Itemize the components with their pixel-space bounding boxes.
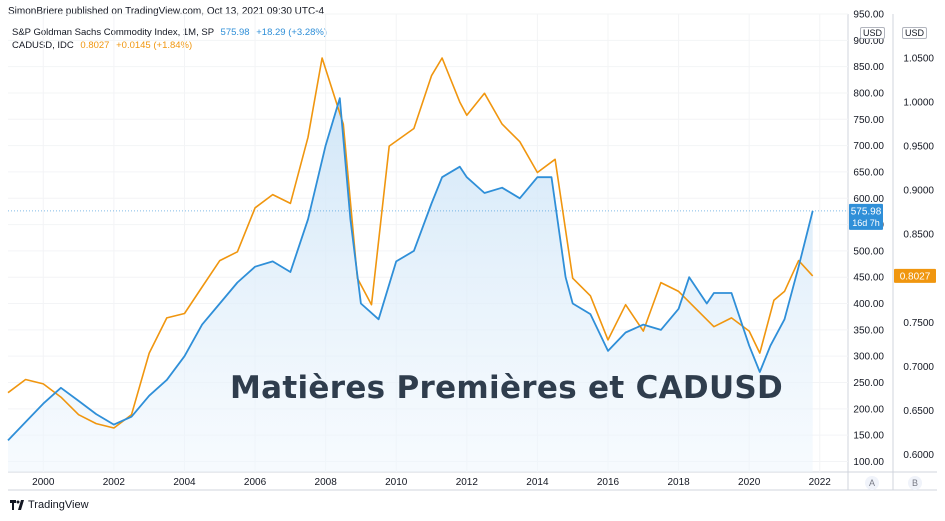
right-axis-tick: 0.6000 <box>903 450 934 461</box>
right-scale-button[interactable]: B <box>908 476 922 490</box>
published-by-text: SimonBriere published on TradingView.com… <box>8 6 325 17</box>
left-axis-unit[interactable]: USD <box>860 27 886 39</box>
legend-gsci-name: S&P Goldman Sachs Commodity Index, 1M, S… <box>12 27 214 38</box>
legend-cadusd-change: +0.0145 (+1.84%) <box>116 40 193 51</box>
right-axis-tick: 0.6500 <box>903 406 934 417</box>
cadusd-price-tag-value: 0.8027 <box>900 271 931 282</box>
time-axis-tick: 2016 <box>597 477 620 488</box>
tradingview-logo-icon <box>10 500 24 510</box>
time-axis-tick: 2022 <box>809 477 832 488</box>
left-axis-tick: 800.00 <box>853 88 884 99</box>
right-axis-unit[interactable]: USD <box>902 27 928 39</box>
tradingview-logo[interactable]: TradingView <box>10 499 89 511</box>
left-axis-tick: 200.00 <box>853 404 884 415</box>
legend-gsci[interactable]: S&P Goldman Sachs Commodity Index, 1M, S… <box>12 27 327 38</box>
right-axis[interactable]: 0.6000 0.6500 0.7000 0.7500 0.8000 0.8500 0.90… <box>903 54 934 461</box>
legend-cadusd[interactable]: CADUSD, IDC 0.8027 +0.0145 (+1.84%) <box>12 40 192 51</box>
gsci-area-fill <box>8 98 813 472</box>
time-axis-tick: 2006 <box>244 477 267 488</box>
left-axis-tick: 400.00 <box>853 299 884 310</box>
left-axis[interactable]: 100.00 150.00 200.00 250.00 300.00 350.00 400.… <box>853 10 884 468</box>
left-axis-tick: 450.00 <box>853 273 884 284</box>
time-axis-tick: 2018 <box>667 477 690 488</box>
right-axis-tick: 0.7000 <box>903 362 934 373</box>
left-axis-tick: 300.00 <box>853 352 884 363</box>
left-axis-tick: 550.00 <box>853 220 884 231</box>
time-axis[interactable]: 2000 2002 2004 2006 2008 2010 2012 2014 2016 2018… <box>32 477 831 488</box>
left-axis-tick: 750.00 <box>853 115 884 126</box>
cadusd-price-tag <box>894 268 936 283</box>
legend-gsci-value: 575.98 <box>220 27 250 38</box>
grid-lines <box>8 13 937 491</box>
left-axis-tick: 600.00 <box>853 194 884 205</box>
left-axis-tick: 500.00 <box>853 246 884 257</box>
gsci-price-tag-countdown: 16d 7h <box>852 218 880 228</box>
auto-scale-button[interactable]: A <box>865 476 879 490</box>
time-axis-tick: 2020 <box>738 477 761 488</box>
right-axis-tick: 0.8500 <box>903 230 934 241</box>
time-axis-tick: 2008 <box>315 477 338 488</box>
time-axis-tick: 2012 <box>456 477 479 488</box>
left-axis-tick: 650.00 <box>853 167 884 178</box>
left-axis-tick: 100.00 <box>853 457 884 468</box>
right-axis-tick: 0.8000 <box>903 274 934 285</box>
overlay-title: Matières Premières et CADUSD <box>230 370 784 406</box>
time-axis-tick: 2002 <box>103 477 126 488</box>
gsci-price-tag-value: 575.98 <box>851 206 882 217</box>
left-axis-tick: 350.00 <box>853 325 884 336</box>
legend-cadusd-name: CADUSD, IDC <box>12 40 74 51</box>
time-axis-tick: 2010 <box>385 477 408 488</box>
left-axis-tick: 850.00 <box>853 62 884 73</box>
gsci-area <box>8 98 813 472</box>
right-axis-tick: 0.9000 <box>903 186 934 197</box>
right-axis-tick: 0.7500 <box>903 318 934 329</box>
left-axis-tick: 950.00 <box>853 10 884 21</box>
tradingview-brand: TradingView <box>28 499 89 511</box>
left-axis-tick: 150.00 <box>853 431 884 442</box>
right-axis-tick: 0.9500 <box>903 142 934 153</box>
time-axis-tick: 2014 <box>526 477 549 488</box>
time-axis-tick: 2004 <box>173 477 196 488</box>
time-axis-tick: 2000 <box>32 477 55 488</box>
right-axis-tick: 1.0000 <box>903 98 934 109</box>
left-axis-tick: 700.00 <box>853 141 884 152</box>
left-axis-tick: 250.00 <box>853 378 884 389</box>
gsci-price-tag <box>849 203 883 230</box>
right-axis-tick: 1.0500 <box>903 54 934 65</box>
legend-cadusd-value: 0.8027 <box>80 40 110 51</box>
legend-gsci-change: +18.29 (+3.28%) <box>256 27 328 38</box>
